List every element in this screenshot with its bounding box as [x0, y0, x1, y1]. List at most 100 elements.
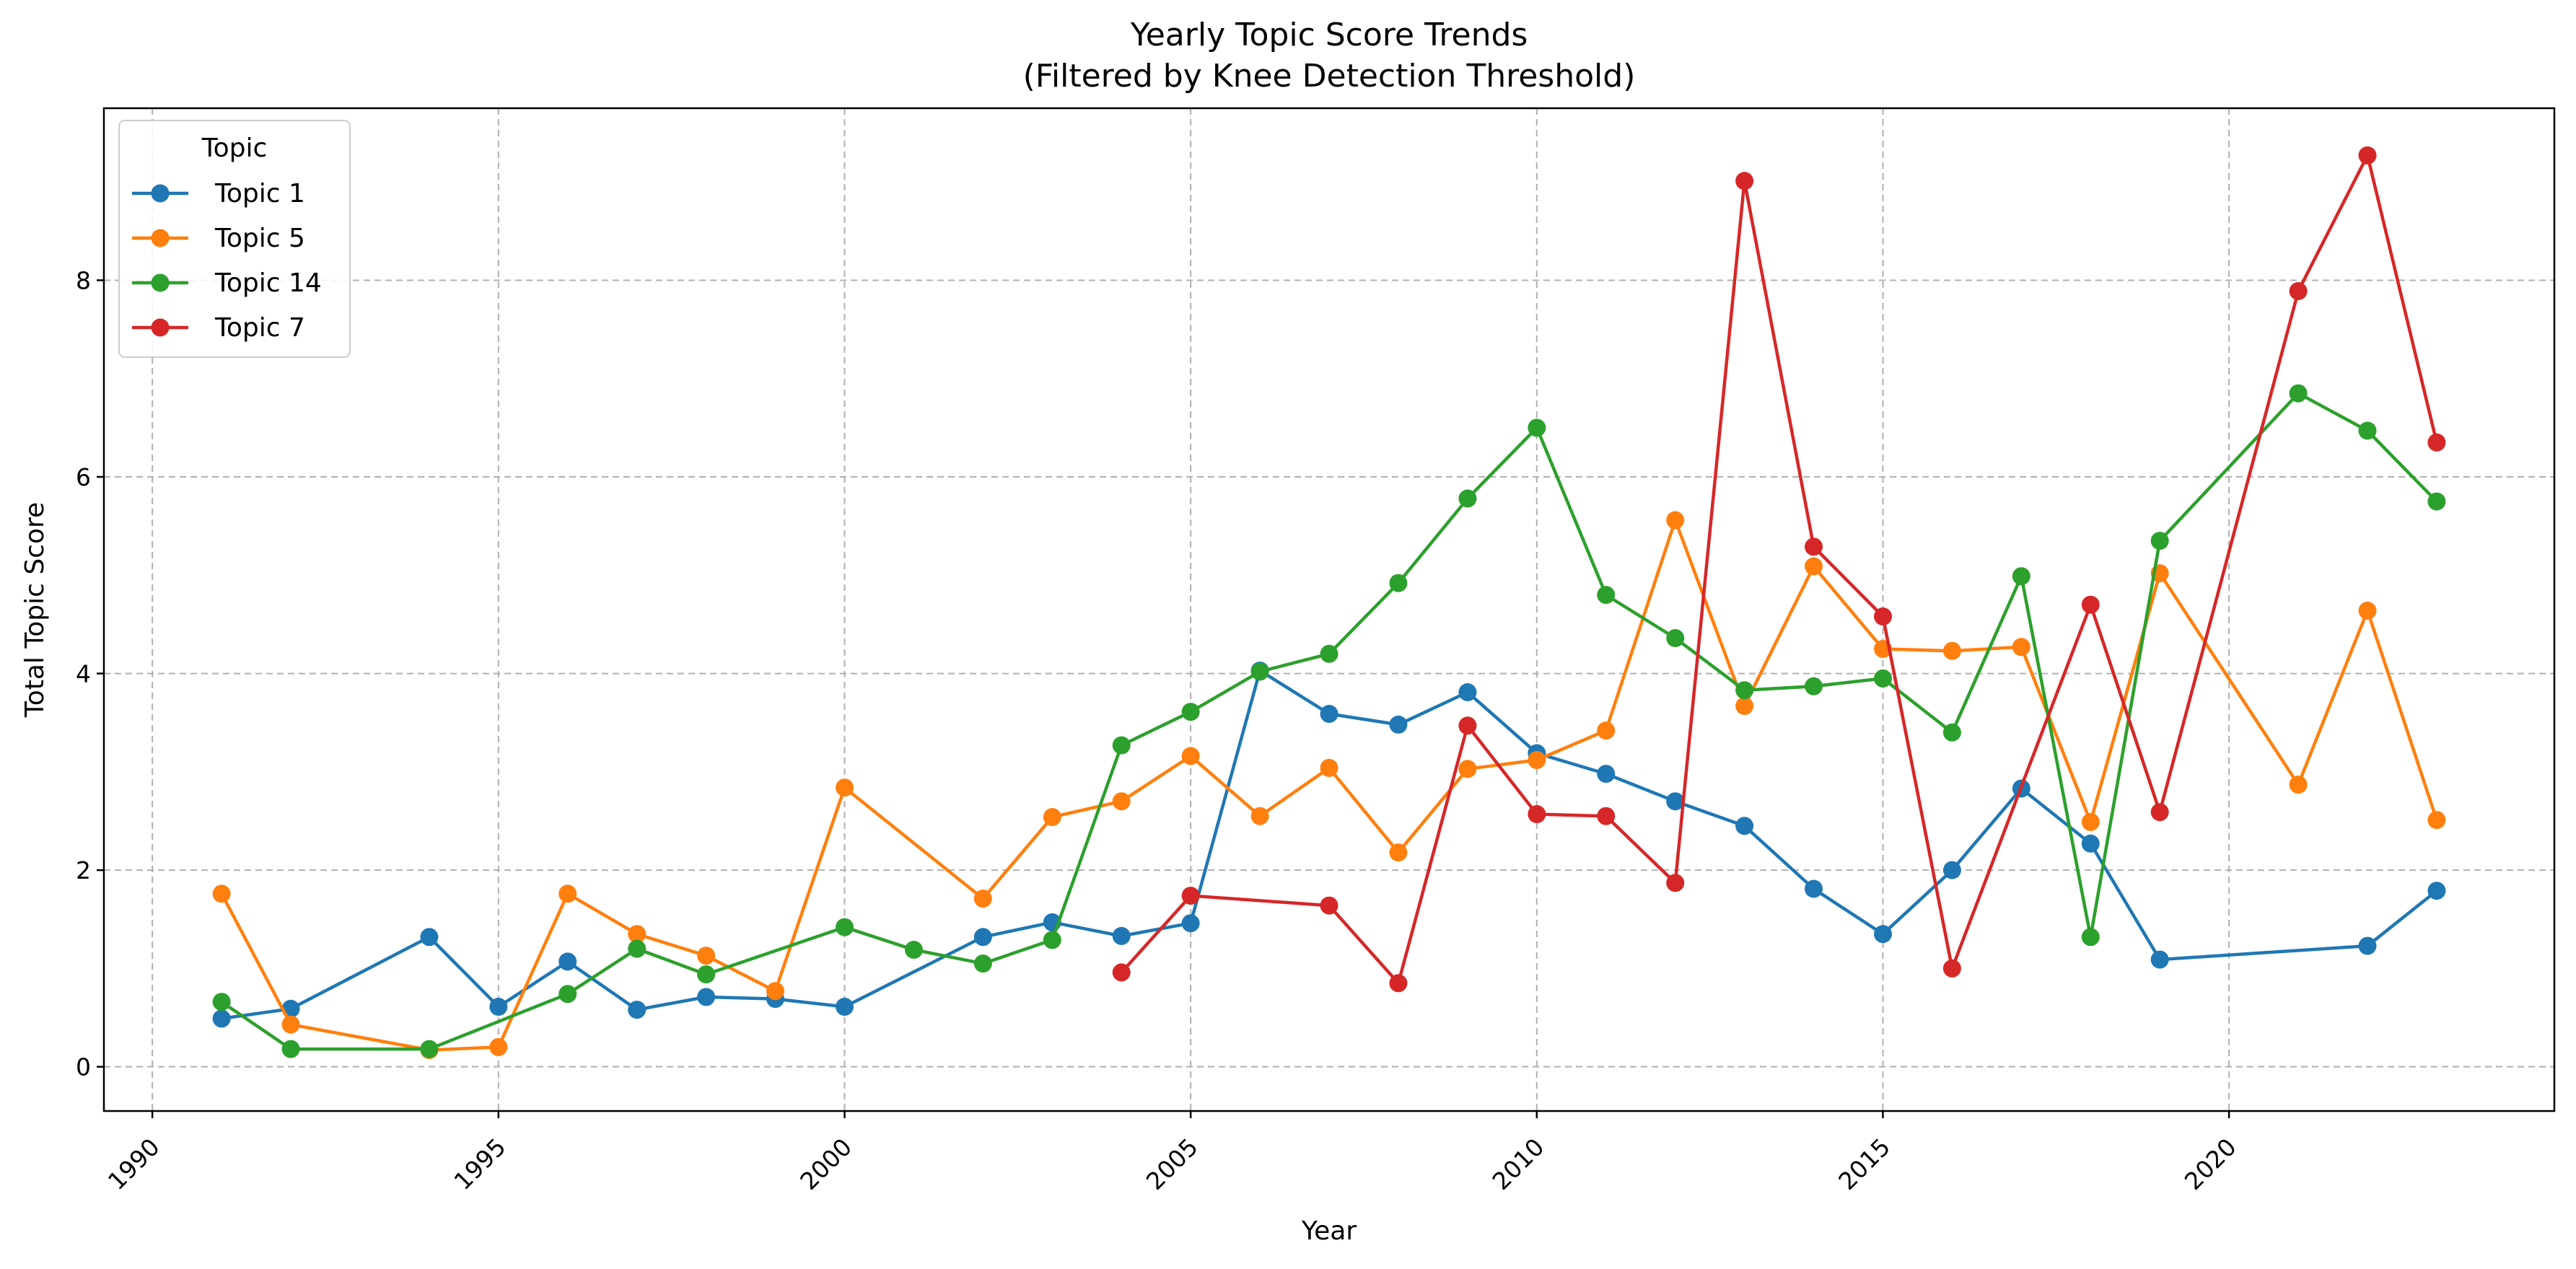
- data-point: [1666, 792, 1685, 811]
- data-point: [2289, 282, 2308, 300]
- data-point: [2081, 928, 2100, 947]
- x-tick-label: 2000: [794, 1133, 857, 1195]
- data-point: [2358, 601, 2377, 620]
- legend-item-topic-14: Topic 14: [132, 268, 322, 298]
- data-point: [1250, 662, 1269, 681]
- data-point: [2012, 567, 2030, 586]
- data-point: [1666, 511, 1685, 530]
- data-point: [973, 928, 992, 947]
- data-point: [1320, 705, 1339, 723]
- data-point: [1874, 925, 1892, 944]
- data-point: [1735, 172, 1754, 190]
- data-point: [1528, 751, 1546, 769]
- legend-item-topic-5: Topic 5: [132, 224, 305, 253]
- legend-item-topic-7: Topic 7: [132, 313, 305, 343]
- data-point: [1389, 974, 1408, 993]
- data-point: [1597, 807, 1616, 825]
- data-point: [2358, 421, 2377, 440]
- data-point: [697, 947, 716, 965]
- data-point: [628, 1001, 647, 1019]
- data-point: [281, 1040, 300, 1058]
- data-point: [1528, 805, 1546, 823]
- data-point: [1942, 641, 1961, 660]
- data-point: [1805, 557, 1823, 576]
- data-point: [1320, 896, 1339, 915]
- data-point: [281, 1015, 300, 1034]
- data-point: [1112, 926, 1131, 945]
- data-point: [1597, 765, 1616, 783]
- legend-label: Topic 7: [214, 313, 305, 343]
- data-point: [1458, 489, 1477, 508]
- legend: Topic Topic 1 Topic 5 Topic 14 Topic 7: [118, 120, 351, 358]
- data-point: [2427, 882, 2446, 900]
- data-point: [212, 993, 231, 1011]
- data-point: [212, 884, 231, 903]
- data-point: [212, 1009, 231, 1028]
- data-point: [1735, 817, 1754, 835]
- y-axis-label: Total Topic Score: [20, 502, 50, 718]
- data-point: [1528, 418, 1546, 437]
- data-point: [1942, 861, 1961, 879]
- data-point: [836, 778, 854, 797]
- data-point: [1112, 792, 1131, 811]
- data-point: [697, 988, 716, 1006]
- data-point: [973, 890, 992, 908]
- data-point: [2081, 595, 2100, 614]
- x-tick-label: 2020: [2179, 1133, 2242, 1195]
- data-point: [1597, 586, 1616, 605]
- data-point: [2081, 834, 2100, 853]
- x-tick-label: 1995: [449, 1133, 512, 1195]
- data-point: [2081, 812, 2100, 831]
- series-topic-1: [212, 662, 2446, 1028]
- data-point: [766, 982, 784, 1001]
- data-point: [1181, 703, 1200, 721]
- legend-box: [118, 120, 351, 358]
- data-point: [1458, 760, 1477, 778]
- data-point: [1942, 959, 1961, 978]
- data-point: [1389, 843, 1408, 862]
- data-point: [489, 998, 508, 1016]
- y-tick-label: 8: [76, 266, 91, 294]
- legend-label: Topic 1: [214, 179, 305, 208]
- gridlines: [104, 108, 2554, 1111]
- y-tick-label: 0: [76, 1053, 91, 1081]
- data-point: [1320, 758, 1339, 777]
- x-tick-label: 2010: [1486, 1133, 1549, 1195]
- data-point: [2427, 433, 2446, 452]
- chart-title: Yearly Topic Score Trends: [1130, 17, 1528, 53]
- data-point: [1805, 677, 1823, 695]
- data-point: [1112, 963, 1131, 982]
- data-point: [558, 884, 577, 903]
- legend-label: Topic 5: [214, 224, 305, 253]
- data-point: [2358, 936, 2377, 955]
- y-tick-label: 4: [76, 660, 91, 688]
- data-point: [1735, 697, 1754, 715]
- data-point: [697, 965, 716, 984]
- series-layer: [212, 146, 2446, 1059]
- series-topic-7: [1112, 146, 2446, 993]
- y-tick-label: 2: [76, 856, 91, 884]
- x-tick-label: 2015: [1833, 1133, 1896, 1195]
- legend-marker: [151, 318, 170, 337]
- series-line: [220, 518, 2439, 1052]
- plot-frame: [102, 107, 2556, 1112]
- data-point: [836, 998, 854, 1016]
- x-axis-label: Year: [1301, 1216, 1357, 1246]
- data-point: [2427, 492, 2446, 511]
- series-topic-5: [212, 511, 2446, 1059]
- series-topic-14: [212, 384, 2446, 1058]
- data-point: [558, 952, 577, 971]
- data-point: [2289, 776, 2308, 794]
- data-point: [1181, 747, 1200, 765]
- data-point: [1805, 537, 1823, 556]
- data-point: [1805, 879, 1823, 898]
- data-point: [1389, 574, 1408, 592]
- data-point: [1181, 914, 1200, 933]
- y-tick-label: 6: [76, 463, 91, 491]
- data-point: [2012, 638, 2030, 657]
- data-point: [1942, 723, 1961, 742]
- data-point: [2289, 384, 2308, 403]
- data-point: [1874, 607, 1892, 625]
- data-point: [489, 1037, 508, 1056]
